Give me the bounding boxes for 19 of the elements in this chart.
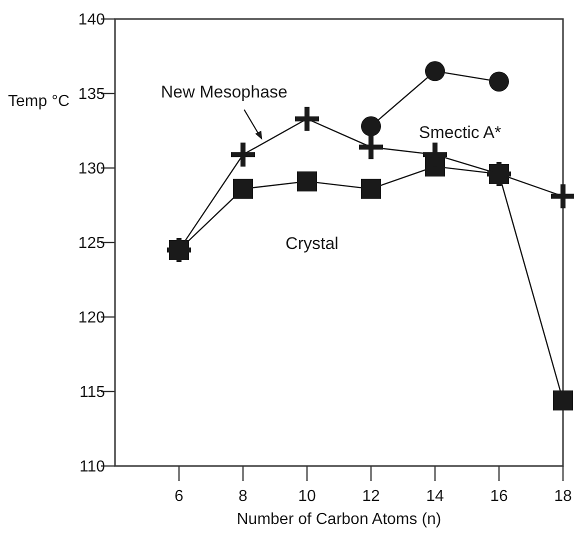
x-tick-label: 8 (238, 488, 248, 505)
annotation: Crystal (286, 234, 338, 253)
x-tick-label: 6 (174, 488, 184, 505)
y-tick-label: 115 (79, 384, 106, 401)
x-tick-label: 16 (490, 488, 508, 505)
x-tick-label: 14 (426, 488, 444, 505)
y-tick-label: 130 (78, 160, 106, 178)
annotation: Smectic A* (418, 123, 502, 142)
y-tick-label: 120 (78, 310, 106, 326)
x-tick-label: 12 (362, 488, 380, 505)
x-tick-label: 18 (554, 488, 572, 505)
y-axis-title: Temp °C (8, 93, 70, 110)
y-tick-label: 140 (78, 12, 106, 28)
x-tick-label: 10 (298, 488, 316, 505)
y-tick-label: 135 (78, 86, 106, 103)
x-axis-title: Number of Carbon Atoms (n) (236, 511, 442, 528)
y-tick-label: 125 (78, 235, 106, 252)
annotation: New Mesophase (160, 82, 288, 102)
y-tick-label: 110 (79, 458, 106, 476)
